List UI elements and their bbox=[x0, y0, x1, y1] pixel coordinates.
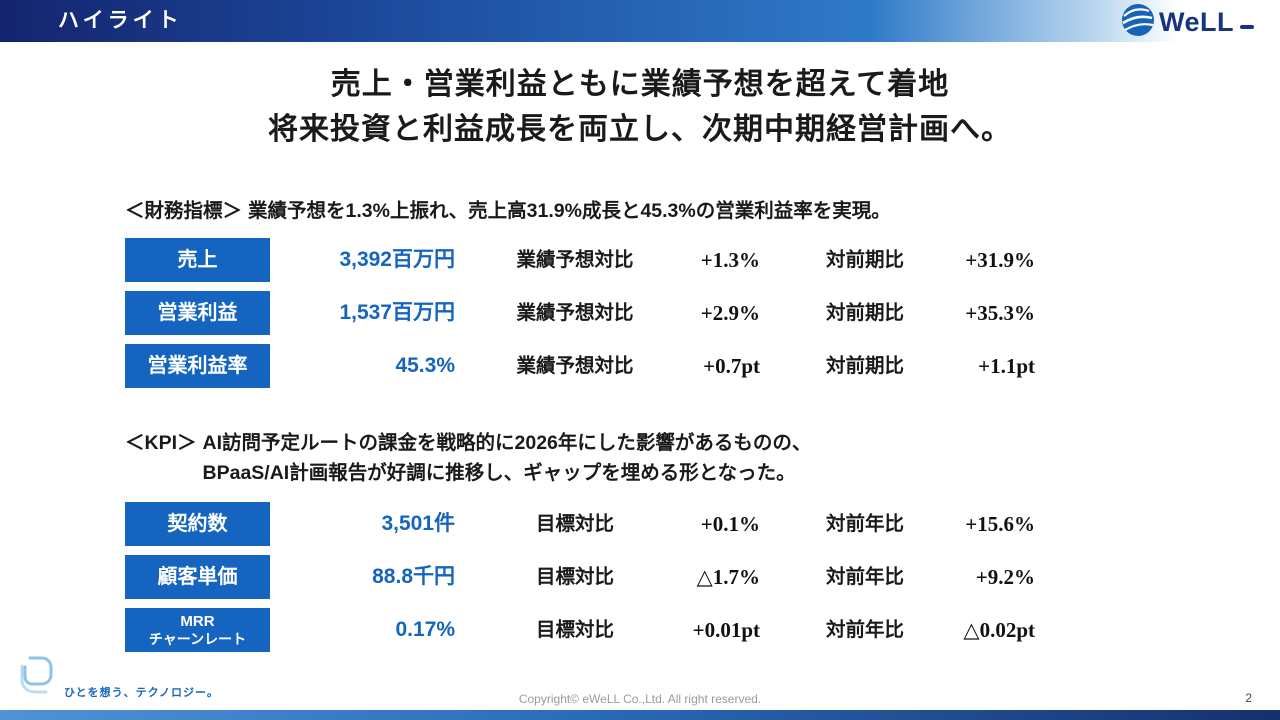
forecast-comparison-label: 業績予想対比 bbox=[516, 302, 634, 324]
yoy-comparison-label: 対前年比 bbox=[825, 513, 904, 535]
table-row: 売上 3,392百万円 業績予想対比 +1.3% 対前期比 +31.9% bbox=[125, 238, 1165, 282]
row-label: 顧客単価 bbox=[125, 555, 270, 599]
page-number: 2 bbox=[1245, 691, 1252, 705]
yoy-comparison-label: 対前期比 bbox=[825, 302, 904, 324]
yoy-comparison-value: +1.1pt bbox=[978, 354, 1035, 378]
row-value: 88.8千円 bbox=[372, 565, 455, 588]
yoy-comparison-value: +31.9% bbox=[965, 248, 1035, 272]
row-value: 45.3% bbox=[395, 354, 455, 377]
yoy-comparison-value: △0.02pt bbox=[963, 618, 1035, 642]
financial-heading-label: ＜財務指標＞ bbox=[125, 200, 243, 222]
yoy-comparison-value: +9.2% bbox=[975, 565, 1035, 589]
row-label-text: 売上 bbox=[177, 248, 218, 271]
row-label: 契約数 bbox=[125, 502, 270, 546]
row-label-text: 契約数 bbox=[167, 512, 228, 535]
kpi-heading-line2: BPaaS/AI計画報告が好調に推移し、ギャップを埋める形となった。 bbox=[202, 462, 796, 484]
row-value: 3,392百万円 bbox=[339, 248, 455, 271]
row-value: 3,501件 bbox=[381, 512, 455, 535]
kpi-heading-label: ＜KPI＞ bbox=[125, 432, 197, 454]
bottom-accent-bar bbox=[0, 710, 1280, 720]
table-row: 顧客単価 88.8千円 目標対比 △1.7% 対前年比 +9.2% bbox=[125, 555, 1165, 599]
target-comparison-label: 目標対比 bbox=[535, 619, 614, 641]
row-label-text: MRR bbox=[180, 613, 215, 631]
target-comparison-value: +0.1% bbox=[700, 512, 760, 536]
table-row: MRR チャーンレート 0.17% 目標対比 +0.01pt 対前年比 △0.0… bbox=[125, 608, 1165, 652]
yoy-comparison-label: 対前期比 bbox=[825, 249, 904, 271]
header-bar: ハイライト bbox=[0, 0, 1280, 42]
table-row: 契約数 3,501件 目標対比 +0.1% 対前年比 +15.6% bbox=[125, 502, 1165, 546]
table-row: 営業利益 1,537百万円 業績予想対比 +2.9% 対前期比 +35.3% bbox=[125, 291, 1165, 335]
globe-icon bbox=[1121, 3, 1155, 42]
footer-logo-mark bbox=[16, 652, 68, 701]
row-label: MRR チャーンレート bbox=[125, 608, 270, 652]
target-comparison-label: 目標対比 bbox=[535, 566, 614, 588]
yoy-comparison-value: +15.6% bbox=[965, 512, 1035, 536]
row-label-text: 営業利益 bbox=[157, 301, 238, 324]
yoy-comparison-label: 対前期比 bbox=[825, 355, 904, 377]
main-title: 売上・営業利益ともに業績予想を超えて着地 将来投資と利益成長を両立し、次期中期経… bbox=[0, 62, 1280, 152]
row-label: 売上 bbox=[125, 238, 270, 282]
kpi-heading-line1: AI訪問予定ルートの課金を戦略的に2026年にした影響があるものの、 bbox=[202, 432, 812, 454]
table-row: 営業利益率 45.3% 業績予想対比 +0.7pt 対前期比 +1.1pt bbox=[125, 344, 1165, 388]
row-label: 営業利益率 bbox=[125, 344, 270, 388]
ewell-logo: WeLL bbox=[1121, 3, 1254, 41]
page-title: ハイライト bbox=[58, 9, 183, 32]
kpi-heading-text: AI訪問予定ルートの課金を戦略的に2026年にした影響があるものの、 BPaaS… bbox=[203, 428, 812, 488]
forecast-comparison-label: 業績予想対比 bbox=[516, 249, 634, 271]
footer-tagline: ひとを想う、テクノロジー。 bbox=[64, 687, 219, 699]
row-label-subtext: チャーンレート bbox=[148, 630, 247, 647]
kpi-section-heading: ＜KPI＞ AI訪問予定ルートの課金を戦略的に2026年にした影響があるものの、… bbox=[125, 428, 811, 488]
footer-copyright: Copyright© eWeLL Co.,Ltd. All right rese… bbox=[518, 692, 762, 706]
row-value: 1,537百万円 bbox=[339, 301, 455, 324]
forecast-comparison-value: +2.9% bbox=[700, 301, 760, 325]
forecast-comparison-value: +1.3% bbox=[700, 248, 760, 272]
forecast-comparison-label: 業績予想対比 bbox=[516, 355, 634, 377]
main-title-line2: 将来投資と利益成長を両立し、次期中期経営計画へ。 bbox=[268, 113, 1012, 146]
logo-wordmark: WeLL bbox=[1159, 6, 1234, 37]
main-title-line1: 売上・営業利益ともに業績予想を超えて着地 bbox=[330, 68, 950, 101]
target-comparison-value: △1.7% bbox=[696, 565, 760, 589]
row-value: 0.17% bbox=[395, 618, 455, 641]
financial-heading-text: 業績予想を1.3%上振れ、売上高31.9%成長と45.3%の営業利益率を実現。 bbox=[248, 200, 891, 222]
yoy-comparison-value: +35.3% bbox=[965, 301, 1035, 325]
row-label: 営業利益 bbox=[125, 291, 270, 335]
forecast-comparison-value: +0.7pt bbox=[703, 354, 760, 378]
row-label-text: 顧客単価 bbox=[157, 565, 238, 588]
target-comparison-label: 目標対比 bbox=[535, 513, 614, 535]
row-label-text: 営業利益率 bbox=[147, 354, 248, 377]
yoy-comparison-label: 対前年比 bbox=[825, 566, 904, 588]
target-comparison-value: +0.01pt bbox=[692, 618, 760, 642]
logo-swoosh bbox=[1240, 25, 1254, 29]
yoy-comparison-label: 対前年比 bbox=[825, 619, 904, 641]
financial-section-heading: ＜財務指標＞ 業績予想を1.3%上振れ、売上高31.9%成長と45.3%の営業利… bbox=[125, 194, 891, 223]
